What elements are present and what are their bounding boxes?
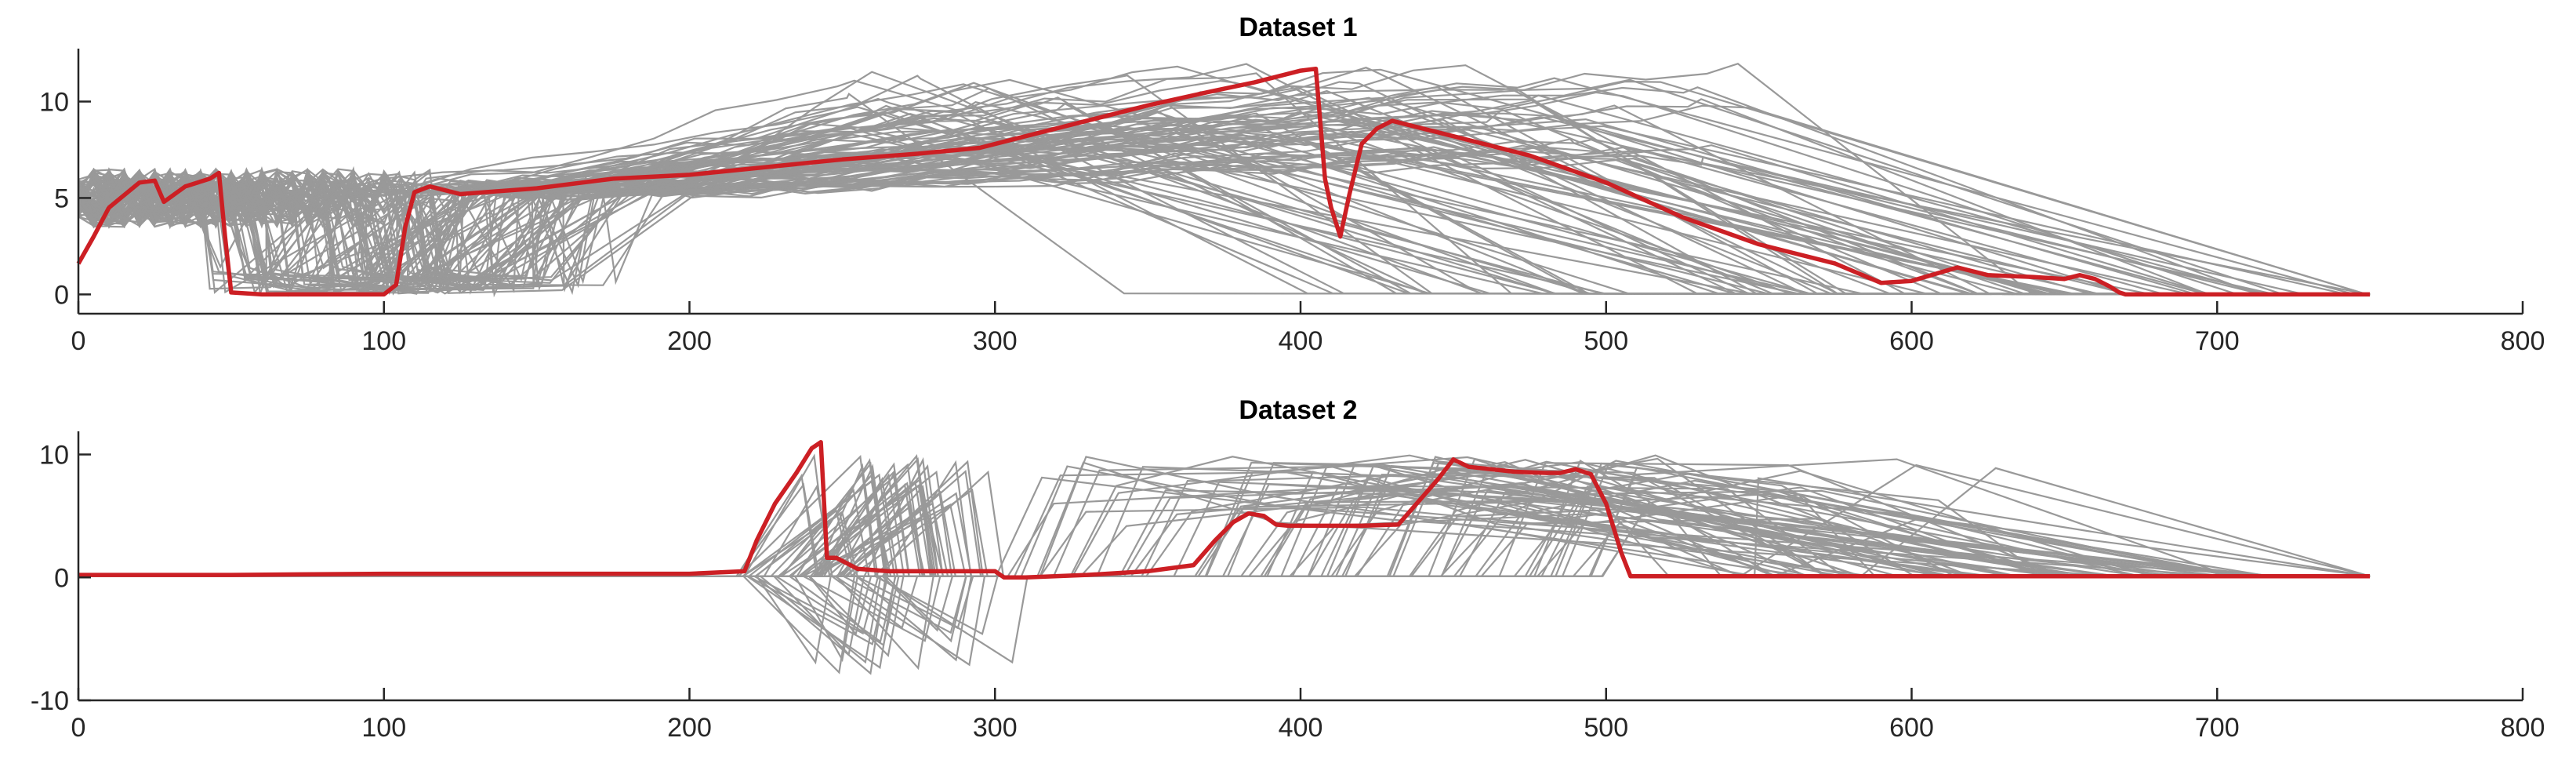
x-tick-label: 300: [973, 326, 1018, 356]
dataset-1-gray-series-group: [77, 62, 2371, 298]
dataset-2-title: Dataset 2: [1239, 395, 1357, 425]
gray-series-line: [78, 79, 2371, 296]
y-tick-label: 10: [39, 441, 69, 471]
x-tick-label: 100: [361, 713, 406, 743]
y-tick-label: 5: [54, 184, 69, 213]
dataset-1-title: Dataset 1: [1239, 13, 1357, 42]
highlight-series-line: [76, 66, 2371, 297]
dataset-2-highlight-group: [78, 440, 2371, 580]
gray-series-line: [78, 115, 2371, 296]
gray-series-line: [78, 463, 2371, 577]
gray-series-line: [78, 459, 2371, 664]
dataset-2-panel: Dataset 2 0 100 200 300 400 500 600 700 800-1001…: [31, 395, 2545, 743]
highlight-series-line: [78, 440, 2371, 580]
gray-series-line: [78, 138, 2371, 296]
y-tick-label: 0: [54, 280, 69, 310]
y-tick-label: 10: [39, 87, 69, 117]
dataset-1-highlight-group: [76, 66, 2371, 297]
gray-series-line: [78, 518, 2371, 664]
gray-series-line: [78, 453, 2371, 577]
gray-series-line: [78, 145, 2371, 296]
x-tick-label: 800: [2501, 713, 2545, 743]
gray-series-line: [78, 135, 2371, 296]
gray-series-line: [78, 94, 2371, 296]
gray-series-line: [77, 157, 2371, 296]
x-tick-label: 500: [1584, 326, 1628, 356]
x-tick-label: 400: [1279, 326, 1323, 356]
gray-series-line: [78, 476, 2371, 577]
gray-series-line: [78, 122, 2371, 296]
dataset-1-panel: Dataset 1 0 100 200 300 400 500 600 700 800 0 5 10: [39, 13, 2545, 356]
x-tick-label: 0: [71, 713, 86, 743]
x-tick-label: 0: [71, 326, 86, 356]
gray-series-line: [78, 479, 2371, 630]
gray-series-line: [78, 125, 2371, 296]
x-tick-label: 800: [2501, 326, 2545, 356]
x-tick-label: 700: [2195, 326, 2240, 356]
x-tick-label: 100: [361, 326, 406, 356]
x-tick-label: 200: [667, 713, 712, 743]
x-tick-label: 700: [2195, 713, 2240, 743]
gray-series-line: [78, 62, 2371, 296]
y-tick-label: 0: [54, 563, 69, 593]
x-tick-label: 500: [1584, 713, 1628, 743]
x-tick-label: 400: [1279, 713, 1323, 743]
y-tick-label: -10: [31, 686, 69, 716]
x-tick-label: 600: [1889, 326, 1934, 356]
dataset-2-gray-series-group: [78, 453, 2371, 675]
x-tick-label: 200: [667, 326, 712, 356]
dataset-1-axes: 0 100 200 300 400 500 600 700 800 0 5 10: [39, 49, 2545, 356]
x-tick-label: 600: [1889, 713, 1934, 743]
x-tick-label: 300: [973, 713, 1018, 743]
